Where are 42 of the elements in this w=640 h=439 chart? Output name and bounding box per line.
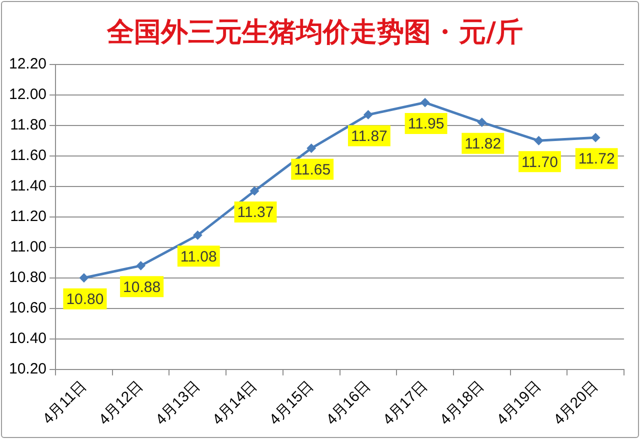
x-tick-label: 4月15日 — [266, 377, 318, 428]
point — [477, 118, 486, 127]
point — [420, 98, 430, 108]
y-tick-label: 11.40 — [10, 178, 47, 195]
x-tick-label: 4月11日 — [40, 377, 90, 428]
y-tick-label: 10.60 — [8, 300, 47, 317]
data-label: 11.72 — [578, 150, 615, 168]
x-tick-label: 4月18日 — [436, 377, 488, 428]
point — [306, 144, 316, 153]
data-label: 10.80 — [66, 291, 104, 308]
y-tick-label: 12.20 — [8, 56, 47, 73]
y-tick-label: 11.60 — [10, 147, 47, 164]
x-tick-label: 4月14日 — [209, 377, 260, 428]
y-tick-label: 11.20 — [10, 208, 47, 226]
data-label: 11.08 — [180, 248, 217, 266]
data-label: 11.87 — [350, 128, 388, 145]
point — [534, 136, 544, 146]
point — [79, 273, 88, 282]
x-tick-label: 4月19日 — [494, 377, 544, 428]
point — [364, 110, 373, 120]
x-tick-label: 4月20日 — [550, 377, 602, 428]
y-tick-label: 11.00 — [10, 238, 47, 256]
y-tick-label: 10.20 — [8, 360, 47, 378]
data-label: 11.82 — [464, 135, 502, 152]
point — [250, 186, 259, 196]
x-tick-label: 4月17日 — [380, 377, 431, 428]
y-tick-label: 11.80 — [10, 116, 47, 134]
data-label: 11.70 — [522, 154, 558, 171]
chart-title: 全国外三元生猪均价走势图 · 元/斤 — [106, 17, 524, 48]
data-label: 11.37 — [237, 204, 274, 222]
y-tick-label: 10.40 — [8, 330, 47, 348]
data-label: 10.88 — [123, 278, 161, 296]
data-label: 11.65 — [294, 161, 331, 178]
point — [136, 261, 146, 270]
y-tick-label: 12.00 — [8, 86, 47, 104]
x-tick-label: 4月13日 — [152, 377, 204, 428]
y-tick-label: 10.80 — [8, 269, 47, 286]
point — [591, 133, 600, 142]
data-label: 11.95 — [408, 116, 444, 133]
point — [193, 230, 202, 240]
x-tick-label: 4月16日 — [323, 377, 374, 428]
x-tick-label: 4月12日 — [96, 377, 147, 428]
